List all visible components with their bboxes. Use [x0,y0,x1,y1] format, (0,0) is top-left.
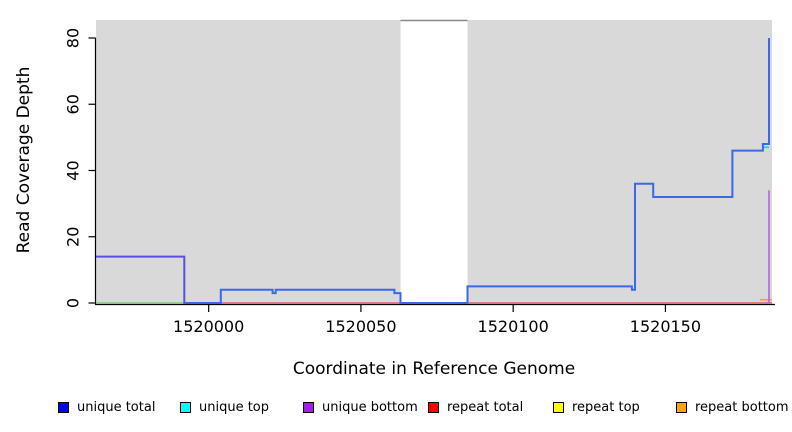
x-axis-title: Coordinate in Reference Genome [292,359,576,379]
masked-region [400,20,468,303]
y-axis-title: Read Coverage Depth [14,66,34,254]
plot-background-left [96,20,401,303]
y-tick-label: 20 [64,227,83,247]
x-tick-label: 1520050 [325,317,396,336]
y-tick-label: 60 [64,94,83,114]
x-tick-label: 1520150 [630,317,701,336]
y-tick-label: 0 [64,298,83,308]
series-unique-total [184,38,770,304]
y-tick-label: 40 [64,160,83,180]
y-tick-label: 80 [64,28,83,48]
x-tick-label: 1520100 [478,317,549,336]
x-tick-label: 1520000 [173,317,244,336]
plot-background-right [467,20,772,303]
series-unique-bottom [765,190,770,304]
